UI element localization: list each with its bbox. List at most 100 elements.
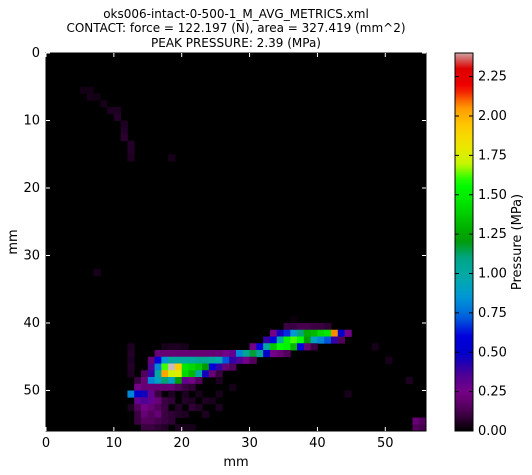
heatmap-cell: [222, 350, 230, 358]
x-tick-label: 30: [241, 436, 258, 451]
title-line-2: CONTACT: force = 122.197 (N), area = 327…: [66, 21, 405, 35]
heatmap-cell: [127, 147, 135, 155]
heatmap-cell: [242, 356, 250, 364]
chart-title: oks006-intact-0-500-1_M_AVG_METRICS.xml …: [66, 7, 405, 50]
y-tick-label: 50: [23, 384, 40, 399]
heatmap-cell: [290, 316, 298, 324]
heatmap-cell: [127, 350, 135, 358]
heatmap-cell: [127, 356, 135, 364]
heatmap-cell: [127, 154, 135, 162]
heatmap-cell: [256, 350, 264, 358]
y-tick-label: 20: [23, 181, 40, 196]
heatmap-cell: [202, 363, 210, 371]
heatmap-cell: [174, 343, 183, 351]
heatmap-cell: [154, 424, 162, 432]
heatmap-cell: [100, 100, 108, 108]
heatmap-cell: [134, 397, 142, 405]
heatmap-cell: [297, 329, 305, 337]
heatmap-cell: [168, 363, 176, 371]
heatmap-cell: [276, 336, 284, 344]
heatmap-cell: [161, 377, 169, 385]
heatmap-cell: [222, 356, 230, 364]
colorbar-tick-label: 1.75: [478, 148, 507, 163]
heatmap-cell: [161, 383, 169, 391]
heatmap-cell: [310, 336, 318, 344]
heatmap-cells: [79, 86, 427, 432]
heatmap-cell: [215, 363, 223, 371]
heatmap-cell: [134, 390, 142, 398]
heatmap-cell: [127, 404, 135, 412]
heatmap-cell: [215, 377, 223, 385]
heatmap-cell: [202, 356, 210, 364]
heatmap-cell: [324, 323, 332, 331]
heatmap-cell: [188, 397, 196, 405]
heatmap-cell: [134, 404, 142, 412]
heatmap-cell: [147, 377, 155, 385]
heatmap-cell: [168, 417, 176, 425]
heatmap-cell: [195, 350, 203, 358]
heatmap-cell: [195, 404, 203, 412]
heatmap-cell: [202, 397, 210, 405]
heatmap-cell: [236, 356, 244, 364]
heatmap-cell: [324, 336, 332, 344]
heatmap-cell: [174, 356, 183, 364]
heatmap-cell: [168, 356, 176, 364]
heatmap-cell: [86, 86, 94, 94]
heatmap-cell: [147, 383, 155, 391]
heatmap-cell: [181, 397, 189, 405]
heatmap-cell: [127, 343, 135, 351]
heatmap-cell: [120, 134, 128, 142]
heatmap-cell: [181, 370, 189, 378]
heatmap-cell: [181, 363, 189, 371]
heatmap-cell: [263, 336, 271, 344]
heatmap-cell: [168, 410, 176, 418]
heatmap-cell: [181, 424, 189, 432]
x-tick-label: 10: [106, 436, 123, 451]
heatmap-cell: [215, 350, 223, 358]
heatmap-cell: [161, 404, 169, 412]
heatmap-cell: [263, 350, 271, 358]
heatmap-cell: [310, 329, 318, 337]
heatmap-cell: [202, 370, 210, 378]
heatmap-cell: [229, 363, 237, 371]
heatmap-cell: [208, 350, 217, 358]
heatmap-cell: [113, 107, 122, 115]
heatmap-cell: [161, 363, 169, 371]
heatmap-cell: [195, 390, 203, 398]
heatmap-cell: [269, 350, 278, 358]
heatmap-cell: [174, 377, 183, 385]
heatmap-cell: [154, 370, 162, 378]
heatmap-cell: [161, 350, 169, 358]
colorbar-label: Pressure (MPa): [510, 194, 525, 290]
heatmap-cell: [269, 343, 278, 351]
heatmap-cell: [181, 390, 189, 398]
heatmap-cell: [127, 370, 135, 378]
heatmap-cell: [303, 343, 312, 351]
heatmap-cell: [147, 404, 155, 412]
heatmap-cell: [290, 343, 298, 351]
y-axis-label: mm: [6, 229, 21, 254]
heatmap-cell: [154, 363, 162, 371]
heatmap-cell: [127, 363, 135, 371]
heatmap-cell: [181, 383, 189, 391]
heatmap-cell: [202, 410, 210, 418]
heatmap-cell: [161, 370, 169, 378]
heatmap-cell: [215, 390, 223, 398]
colorbar-tick-label: 1.00: [478, 267, 507, 282]
heatmap-cell: [154, 410, 162, 418]
x-tick-label: 0: [42, 436, 50, 451]
heatmap-cell: [174, 424, 183, 432]
heatmap-cell: [141, 397, 149, 405]
heatmap-cell: [79, 86, 88, 94]
colorbar-ticks: 0.00 0.25 0.50 0.75 1.00 1.25 1.50 1.75 2.00 2.25: [455, 70, 507, 439]
heatmap-cell: [412, 417, 420, 425]
heatmap-cell: [141, 424, 149, 432]
heatmap-cell: [168, 397, 176, 405]
heatmap-cell: [290, 336, 298, 344]
heatmap-cell: [161, 343, 169, 351]
heatmap-cell: [283, 329, 291, 337]
plot-frame: [45, 52, 427, 432]
heatmap-cell: [297, 336, 305, 344]
heatmap-cell: [215, 370, 223, 378]
